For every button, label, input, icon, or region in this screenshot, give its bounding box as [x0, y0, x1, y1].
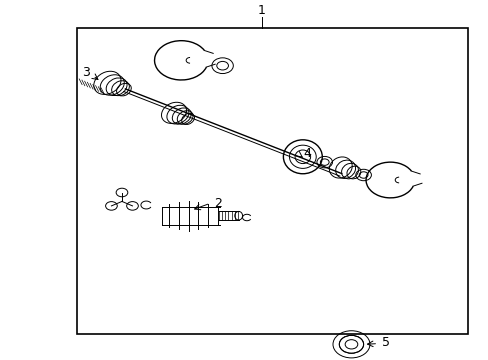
Text: 4: 4 [303, 147, 311, 160]
Text: 2: 2 [213, 197, 221, 210]
Text: 1: 1 [257, 4, 265, 17]
Bar [77, 28, 467, 334]
Text: 5: 5 [381, 336, 389, 349]
Text: 3: 3 [82, 66, 90, 79]
